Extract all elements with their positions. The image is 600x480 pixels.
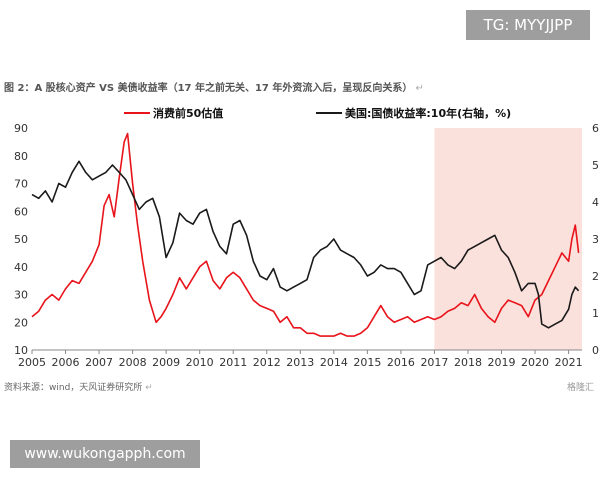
highlight-layer <box>434 128 582 350</box>
x-tick-label: 2011 <box>219 356 247 369</box>
y-left-tick-label: 10 <box>14 344 28 357</box>
x-tick-label: 2008 <box>119 356 147 369</box>
series-line-2 <box>31 160 580 329</box>
y-right-tick-label: 0 <box>592 344 599 357</box>
y-right-tick-label: 6 <box>592 122 599 135</box>
series-layer <box>31 132 580 337</box>
watermark-badge-top: TG: MYYJJPP <box>466 10 590 40</box>
legend-entry-series-2: 美国:国债收益率:10年(右轴，%) <box>316 106 511 122</box>
y-left-tick-label: 40 <box>14 261 28 274</box>
y-right-tick-label: 5 <box>592 159 599 172</box>
logo-mark: 格隆汇 <box>566 383 594 393</box>
return-mark-icon: ↵ <box>142 383 153 393</box>
line-chart: 2005 2006 2007 2008 2009 2010 2011 2012 2013 2014… <box>14 122 599 369</box>
y-right-tick-label: 2 <box>592 270 599 283</box>
y-left-tick-label: 50 <box>14 233 28 246</box>
x-tick-label: 2015 <box>353 356 381 369</box>
y-left-tick-label: 20 <box>14 316 28 329</box>
x-tick-label: 2016 <box>387 356 415 369</box>
legend-label-series-2: 美国:国债收益率:10年(右轴，%) <box>345 107 512 120</box>
series-line-1 <box>31 132 580 337</box>
x-tick-label: 2009 <box>152 356 180 369</box>
x-tick-label: 2017 <box>420 356 448 369</box>
y-right-tick-label: 1 <box>592 307 599 320</box>
return-mark-icon: ↵ <box>412 83 424 94</box>
legend-entry-series-1: 消费前50估值 <box>124 106 223 122</box>
legend-swatch-series-2 <box>316 112 342 114</box>
x-tick-label: 2019 <box>488 356 516 369</box>
y-left-tick-label: 60 <box>14 205 28 218</box>
y-left-tick-label: 80 <box>14 150 28 163</box>
source-text: 资料来源：wind，天风证券研究所 <box>4 383 143 393</box>
x-tick-label: 2006 <box>52 356 80 369</box>
source-note: 资料来源：wind，天风证券研究所 ↵ <box>4 381 596 395</box>
y-right-tick-label: 3 <box>592 233 599 246</box>
watermark-badge-bottom: www.wukongapph.com <box>10 440 200 468</box>
figure-title: 图 2：A 股核心资产 VS 美债收益率（17 年之前无关、17 年外资流入后，… <box>4 80 596 98</box>
x-tick-label: 2012 <box>253 356 281 369</box>
y-right-tick-label: 4 <box>592 196 599 209</box>
highlight-region <box>434 128 582 350</box>
x-tick-label: 2005 <box>18 356 46 369</box>
x-tick-label: 2018 <box>454 356 482 369</box>
y-left-tick-label: 30 <box>14 289 28 302</box>
figure-title-text: 图 2：A 股核心资产 VS 美债收益率（17 年之前无关、17 年外资流入后，… <box>4 83 413 94</box>
ticks-layer: 2005 2006 2007 2008 2009 2010 2011 2012 2013 2014… <box>14 122 599 369</box>
x-tick-label: 2010 <box>186 356 214 369</box>
legend-swatch-series-1 <box>124 112 150 114</box>
x-tick-label: 2014 <box>320 356 348 369</box>
y-left-tick-label: 70 <box>14 178 28 191</box>
x-tick-label: 2020 <box>521 356 549 369</box>
x-tick-label: 2007 <box>85 356 113 369</box>
y-left-tick-label: 90 <box>14 122 28 135</box>
legend-label-series-1: 消费前50估值 <box>153 107 224 120</box>
x-tick-label: 2021 <box>555 356 583 369</box>
x-tick-label: 2013 <box>286 356 314 369</box>
